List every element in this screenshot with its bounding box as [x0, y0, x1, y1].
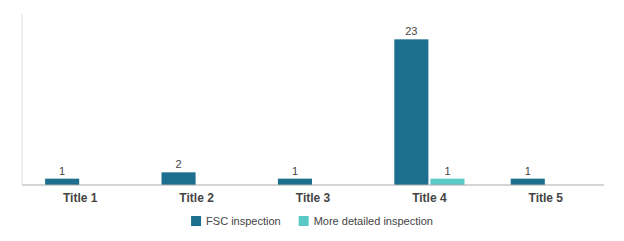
bar [430, 179, 464, 185]
chart: 1 2 1 23 1 1 Title 1 Title 2 Title 3 Title 4 Title… [0, 0, 624, 241]
x-axis-line [22, 185, 604, 186]
legend-label: More detailed inspection [314, 215, 433, 227]
legend-swatch [191, 216, 201, 226]
bars [45, 39, 545, 185]
legend-label: FSC inspection [206, 215, 281, 227]
x-tick-label: Title 4 [412, 191, 447, 205]
data-label: 23 [405, 25, 417, 37]
y-axis-line [22, 14, 23, 185]
data-label: 1 [292, 165, 298, 177]
x-tick-label: Title 5 [529, 191, 564, 205]
data-label: 1 [444, 165, 450, 177]
data-labels: 1 2 1 23 1 1 [59, 25, 531, 176]
bar [278, 179, 312, 185]
bar [511, 179, 545, 185]
x-tick-label: Title 1 [63, 191, 98, 205]
x-tick-label: Title 3 [296, 191, 331, 205]
bar [45, 179, 79, 185]
legend-swatch [299, 216, 309, 226]
data-label: 1 [59, 165, 65, 177]
bar [394, 39, 428, 185]
data-label: 2 [175, 158, 181, 170]
legend: FSC inspection More detailed inspection [191, 215, 433, 227]
data-label: 1 [525, 165, 531, 177]
bar [162, 172, 196, 185]
chart-container: 1 2 1 23 1 1 Title 1 Title 2 Title 3 Title 4 Title… [0, 0, 624, 241]
x-tick-label: Title 2 [179, 191, 214, 205]
